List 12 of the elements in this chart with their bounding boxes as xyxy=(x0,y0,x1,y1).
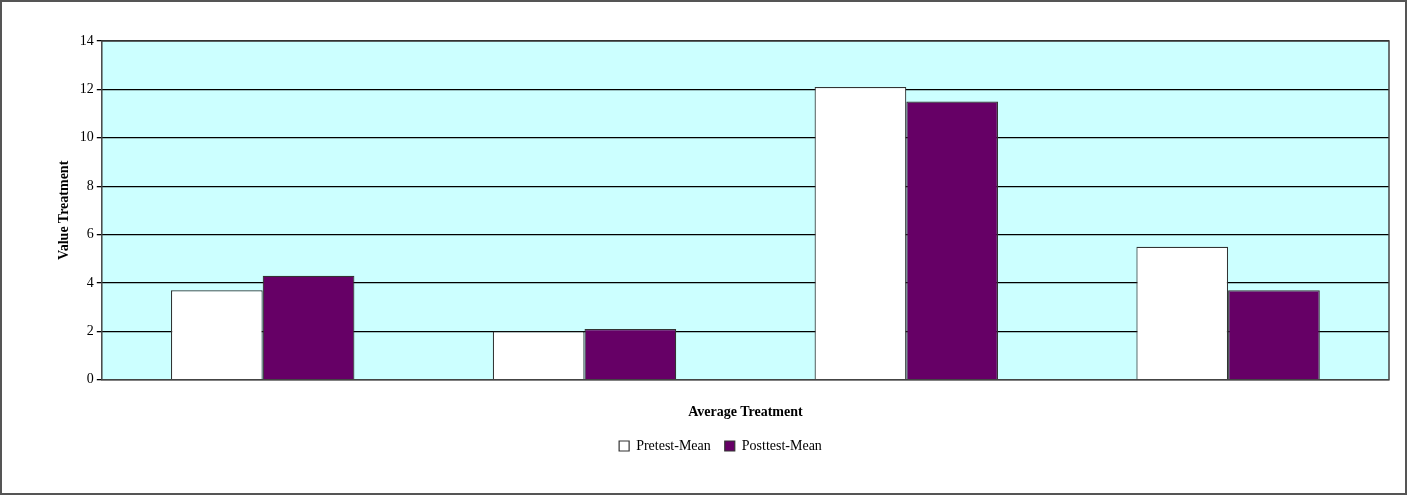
y-tick-label: 6 xyxy=(86,226,94,242)
y-tick-label: 0 xyxy=(86,371,94,387)
y-tick-label: 8 xyxy=(86,177,94,193)
legend-label: Posttest-Mean xyxy=(741,437,822,453)
y-tick-label: 10 xyxy=(79,129,94,145)
y-tick-label: 14 xyxy=(79,32,94,48)
y-tick-label: 2 xyxy=(86,323,94,339)
y-tick-label: 12 xyxy=(79,81,94,97)
x-axis-title: Average Treatment xyxy=(688,404,803,420)
y-axis-title: Value Treatment xyxy=(56,160,72,261)
y-tick-label: 4 xyxy=(86,274,94,290)
legend-label: Pretest-Mean xyxy=(636,437,711,453)
